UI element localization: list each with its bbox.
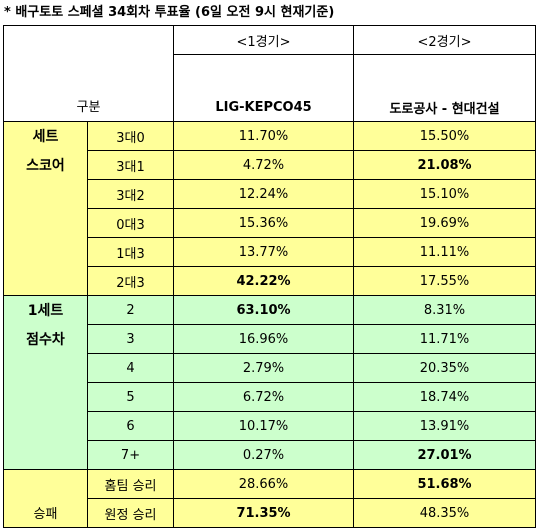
set1-diff-row: 6 10.17% 13.91%	[3, 411, 537, 441]
game2-value: 21.08%	[353, 150, 537, 180]
set1-diff-option: 5	[86, 382, 175, 412]
game1-value: 4.72%	[173, 150, 355, 180]
set1-diff-label-spacer	[3, 382, 88, 412]
game1-value: 11.70%	[173, 121, 355, 151]
set-score-row: 1대3 13.77% 11.11%	[3, 237, 537, 267]
game1-value: 63.10%	[173, 295, 355, 325]
game2-value: 15.50%	[353, 121, 537, 151]
game2-value: 13.91%	[353, 411, 537, 441]
game2-value: 11.11%	[353, 237, 537, 267]
game1-value: 28.66%	[173, 469, 355, 499]
game1-value: 6.72%	[173, 382, 355, 412]
set-score-label-spacer	[3, 266, 88, 296]
game1-value: 13.77%	[173, 237, 355, 267]
set-score-label-spacer	[3, 179, 88, 209]
set-score-row: 0대3 15.36% 19.69%	[3, 208, 537, 238]
win-lose-label: 승패	[3, 498, 88, 528]
game1-value: 2.79%	[173, 353, 355, 383]
game1-value: 71.35%	[173, 498, 355, 528]
set-score-label-spacer	[3, 237, 88, 267]
set-score-label-spacer	[3, 208, 88, 238]
set-score-option: 3대2	[86, 179, 175, 209]
win-lose-option: 홈팀 승리	[86, 469, 175, 499]
game2-value: 8.31%	[353, 295, 537, 325]
win-lose-option: 원정 승리	[86, 498, 175, 528]
game2-value: 17.55%	[353, 266, 537, 296]
set1-diff-label-line1: 1세트	[3, 295, 88, 325]
set-score-row: 세트 3대0 11.70% 15.50%	[3, 121, 537, 151]
game1-label: <1경기>	[173, 25, 355, 55]
page-title: * 배구토토 스페셜 34회차 투표율 (6일 오전 9시 현재기준)	[4, 5, 335, 20]
game1-value: 12.24%	[173, 179, 355, 209]
game1-value: 0.27%	[173, 440, 355, 470]
set1-diff-option: 3	[86, 324, 175, 354]
set-score-row: 2대3 42.22% 17.55%	[3, 266, 537, 296]
game1-spacer	[173, 54, 355, 93]
set-score-option: 1대3	[86, 237, 175, 267]
game2-value: 18.74%	[353, 382, 537, 412]
set-score-option: 2대3	[86, 266, 175, 296]
game2-label: <2경기>	[353, 25, 537, 55]
set-score-option: 3대1	[86, 150, 175, 180]
game1-value: 15.36%	[173, 208, 355, 238]
set1-diff-label-spacer	[3, 411, 88, 441]
game1-teams: LIG-KEPCO45	[173, 93, 355, 122]
win-lose-row: 승패 원정 승리 71.35% 48.35%	[3, 498, 537, 528]
game2-teams: 도로공사 - 현대건설	[353, 93, 537, 122]
set1-diff-option: 4	[86, 353, 175, 383]
set1-diff-row: 7+ 0.27% 27.01%	[3, 440, 537, 470]
set-score-label-line1: 세트	[3, 121, 88, 151]
game2-spacer	[353, 54, 537, 93]
set1-diff-label-spacer	[3, 353, 88, 383]
game2-value: 48.35%	[353, 498, 537, 528]
set1-diff-option: 2	[86, 295, 175, 325]
win-lose-label-spacer	[3, 469, 88, 499]
header-row-1: 구분 <1경기> <2경기>	[2, 25, 537, 122]
game2-value: 19.69%	[353, 208, 537, 238]
game2-value: 15.10%	[353, 179, 537, 209]
game2-value: 51.68%	[353, 469, 537, 499]
set1-diff-option: 6	[86, 411, 175, 441]
game1-value: 42.22%	[173, 266, 355, 296]
set-score-option: 0대3	[86, 208, 175, 238]
set-score-row: 3대2 12.24% 15.10%	[3, 179, 537, 209]
game2-value: 27.01%	[353, 440, 537, 470]
game1-value: 10.17%	[173, 411, 355, 441]
set1-diff-row: 5 6.72% 18.74%	[3, 382, 537, 412]
set-score-label-line2: 스코어	[3, 150, 88, 180]
vote-rate-table: 구분 <1경기> <2경기> LIG-KEPCO45 도로공사 - 현대건설 세…	[2, 25, 537, 528]
set1-diff-label-line2: 점수차	[3, 324, 88, 354]
game2-value: 20.35%	[353, 353, 537, 383]
header-row-2	[4, 54, 537, 93]
game2-value: 11.71%	[353, 324, 537, 354]
game1-value: 16.96%	[173, 324, 355, 354]
set1-diff-row: 점수차 3 16.96% 11.71%	[3, 324, 537, 354]
win-lose-row: 홈팀 승리 28.66% 51.68%	[3, 469, 537, 499]
set-score-option: 3대0	[86, 121, 175, 151]
set1-diff-row: 4 2.79% 20.35%	[3, 353, 537, 383]
category-header: 구분	[2, 25, 175, 122]
set1-diff-label-spacer	[3, 440, 88, 470]
set1-diff-option: 7+	[86, 440, 175, 470]
set1-diff-row: 1세트 2 63.10% 8.31%	[3, 295, 537, 325]
set-score-row: 스코어 3대1 4.72% 21.08%	[3, 150, 537, 180]
